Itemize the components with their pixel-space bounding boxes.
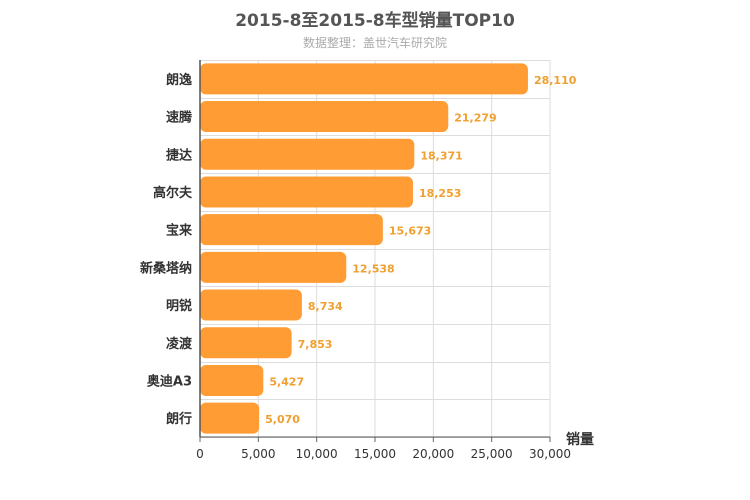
value-label: 18,253 — [419, 187, 461, 200]
category-label: 速腾 — [166, 110, 193, 126]
chart-subtitle: 数据整理：盖世汽车研究院 — [302, 36, 447, 50]
bar — [200, 364, 264, 396]
value-label: 28,110 — [534, 74, 577, 87]
category-label: 明锐 — [166, 298, 192, 314]
bar — [200, 101, 449, 133]
category-label: 朗行 — [166, 411, 192, 427]
bar — [200, 251, 347, 283]
x-tick-label: 15,000 — [354, 447, 396, 461]
x-tick-label: 30,000 — [529, 447, 571, 461]
category-label: 宝来 — [166, 223, 193, 239]
bar — [200, 176, 413, 208]
x-tick-label: 25,000 — [471, 447, 513, 461]
category-label: 奥迪A3 — [147, 373, 192, 389]
bars-group — [200, 63, 528, 434]
x-tick-labels: 0 5,000 10,000 15,000 20,000 25,000 30,000 — [196, 437, 571, 461]
value-labels: 28,110 21,279 18,371 18,253 15,673 12,538 8,73… — [265, 74, 577, 426]
category-label: 凌渡 — [166, 336, 193, 352]
x-tick-label: 20,000 — [412, 447, 454, 461]
bar — [200, 214, 383, 246]
bar — [200, 402, 260, 434]
value-label: 15,673 — [389, 225, 431, 238]
value-label: 18,371 — [420, 149, 462, 162]
value-label: 5,070 — [265, 413, 300, 426]
category-label: 高尔夫 — [153, 185, 193, 201]
bar — [200, 63, 528, 95]
category-label: 捷达 — [166, 147, 192, 163]
value-label: 21,279 — [454, 112, 496, 125]
category-label: 朗逸 — [166, 72, 192, 88]
bar — [200, 289, 302, 321]
x-axis-title: 销量 — [566, 431, 594, 448]
value-label: 7,853 — [298, 338, 333, 351]
value-label: 5,427 — [269, 375, 304, 388]
grid-lines — [200, 60, 551, 438]
x-tick-label: 5,000 — [241, 447, 275, 461]
value-label: 8,734 — [308, 300, 343, 313]
x-tick-label: 10,000 — [296, 447, 338, 461]
chart-title: 2015-8至2015-8车型销量TOP10 — [235, 11, 515, 31]
bar — [200, 327, 292, 359]
category-label: 新桑塔纳 — [140, 260, 192, 276]
bar — [200, 138, 415, 170]
value-label: 12,538 — [352, 262, 394, 275]
x-tick-label: 0 — [196, 447, 204, 461]
